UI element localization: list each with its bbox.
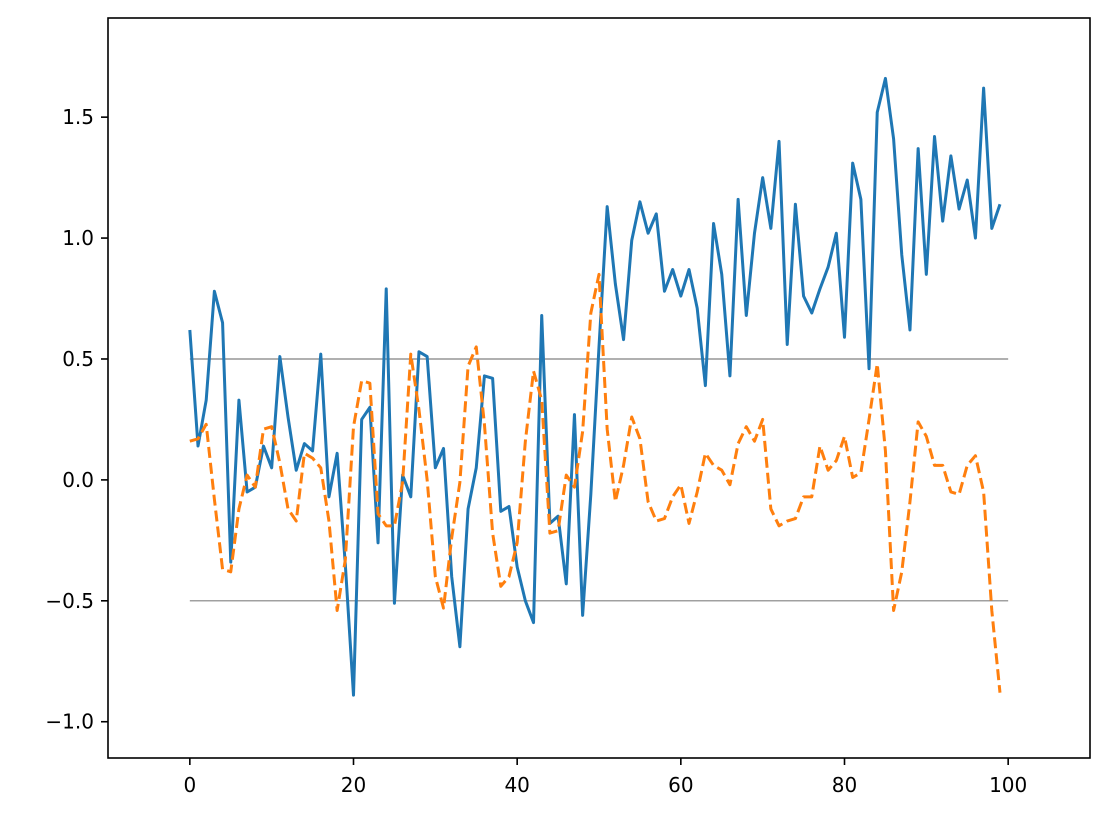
series-lines bbox=[188, 76, 1002, 697]
y-tick-label: −1.0 bbox=[45, 710, 94, 734]
x-tick-label: 60 bbox=[668, 773, 693, 797]
series-line-0 bbox=[188, 76, 1002, 697]
y-tick-label: 1.0 bbox=[62, 226, 94, 250]
y-tick-label: −0.5 bbox=[45, 589, 94, 613]
series-line-1 bbox=[189, 272, 1002, 693]
x-tick-label: 0 bbox=[183, 773, 196, 797]
x-tick-label: 40 bbox=[504, 773, 529, 797]
y-tick-label: 0.0 bbox=[62, 468, 94, 492]
y-axis: −1.0 −0.5 0.0 0.5 1.0 1.5 bbox=[45, 105, 108, 734]
x-tick-label: 100 bbox=[989, 773, 1027, 797]
x-axis: 0 20 40 60 80 100 bbox=[183, 758, 1027, 797]
y-tick-label: 1.5 bbox=[62, 105, 94, 129]
y-tick-label: 0.5 bbox=[62, 347, 94, 371]
x-tick-label: 80 bbox=[832, 773, 857, 797]
x-tick-label: 20 bbox=[341, 773, 366, 797]
plot-frame bbox=[107, 17, 1091, 759]
